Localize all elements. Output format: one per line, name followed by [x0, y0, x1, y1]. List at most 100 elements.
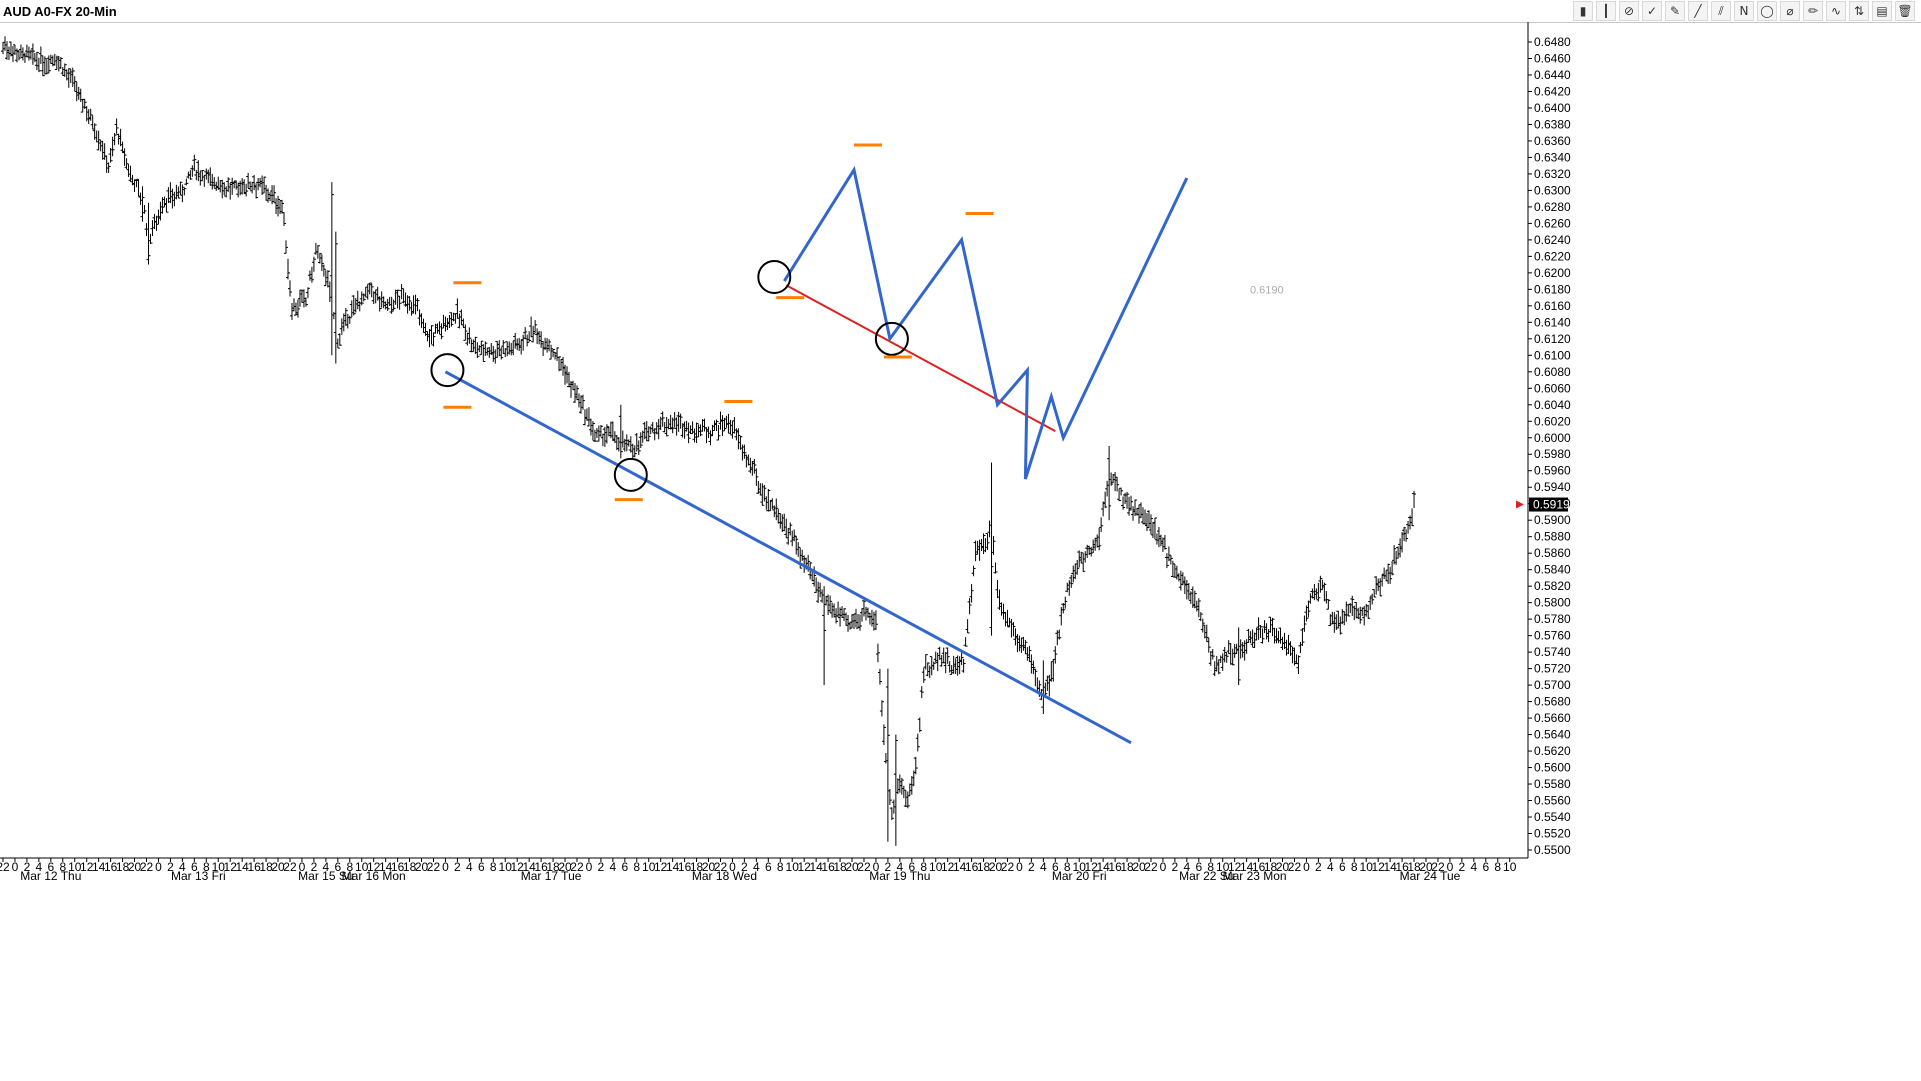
- price-tick-label: 0.6280: [1534, 200, 1571, 214]
- circle-marker[interactable]: [430, 353, 465, 388]
- time-tick-label: 6: [1339, 860, 1346, 874]
- red-trendline[interactable]: [785, 284, 1056, 433]
- price-tick-label: 0.6020: [1534, 414, 1571, 428]
- date-label: Mar 20 Fri: [1052, 869, 1107, 883]
- brush-icon[interactable]: ✎: [1665, 1, 1685, 21]
- fib-icon[interactable]: ⌀: [1780, 1, 1800, 21]
- price-bar: [46, 55, 51, 74]
- price-bar: [758, 483, 763, 496]
- price-bar: [116, 133, 121, 145]
- date-label: Mar 12 Thu: [20, 869, 81, 883]
- price-bar: [443, 316, 448, 332]
- bar-icon[interactable]: ┃: [1596, 1, 1616, 21]
- price-tick-label: 0.5880: [1534, 530, 1571, 544]
- blue-trendline[interactable]: [444, 370, 1132, 745]
- price-bar: [1105, 480, 1110, 497]
- time-tick-label: 4: [1183, 860, 1190, 874]
- price-bar: [90, 115, 95, 130]
- price-bar: [706, 426, 711, 439]
- time-tick-label: 12: [224, 860, 238, 874]
- candles-icon[interactable]: ▮: [1573, 1, 1593, 21]
- price-bar: [730, 420, 735, 439]
- time-tick-label: 22: [570, 860, 584, 874]
- price-bar: [477, 345, 482, 353]
- n-icon[interactable]: N: [1734, 1, 1754, 21]
- price-tick-label: 0.6320: [1534, 167, 1571, 181]
- price-bar: [497, 340, 502, 357]
- circle-marker[interactable]: [874, 321, 909, 356]
- up-down-icon[interactable]: ⇅: [1849, 1, 1869, 21]
- checkmark-icon[interactable]: ✓: [1642, 1, 1662, 21]
- time-tick-label: 16: [391, 860, 405, 874]
- price-bar: [124, 158, 129, 170]
- price-bar: [764, 496, 769, 510]
- price-bar: [1330, 611, 1335, 625]
- time-tick-label: 12: [941, 860, 955, 874]
- time-tick-label: 20: [845, 860, 859, 874]
- price-bar: [852, 613, 857, 630]
- price-bar: [1150, 521, 1155, 538]
- price-bar: [529, 316, 534, 338]
- price-bar: [1236, 627, 1241, 686]
- price-tick-label: 0.6040: [1534, 398, 1571, 412]
- price-bar: [1272, 627, 1277, 644]
- price-bar: [166, 187, 171, 204]
- price-bar: [118, 128, 123, 147]
- price-bar: [1099, 517, 1104, 533]
- price-bar: [838, 607, 843, 627]
- price-bar: [919, 686, 924, 699]
- price-bar: [184, 178, 189, 186]
- time-tick-label: 20: [558, 860, 572, 874]
- line-tool-icon[interactable]: ╱: [1688, 1, 1708, 21]
- price-bar: [1382, 567, 1387, 580]
- zigzag-icon[interactable]: ∿: [1826, 1, 1846, 21]
- price-bar: [736, 428, 741, 450]
- channel-tool-icon[interactable]: ⫽: [1711, 1, 1731, 21]
- price-bar: [686, 422, 691, 444]
- price-bar: [1156, 527, 1161, 548]
- time-tick-label: 20: [1132, 860, 1146, 874]
- price-bar: [331, 311, 336, 320]
- price-bar: [170, 188, 175, 209]
- price-bar: [527, 331, 532, 342]
- blue-projection-path[interactable]: [783, 165, 1189, 480]
- price-bar: [875, 643, 880, 663]
- price-bar: [1021, 636, 1026, 651]
- price-bar: [1067, 580, 1072, 596]
- time-tick-label: 10: [1073, 860, 1087, 874]
- price-bar: [1370, 593, 1375, 605]
- price-bar: [299, 289, 304, 304]
- circle-marker[interactable]: [613, 457, 648, 492]
- price-bar: [660, 411, 665, 427]
- price-bar: [828, 595, 833, 614]
- print-icon[interactable]: ▤: [1872, 1, 1892, 21]
- price-bar: [987, 520, 992, 538]
- price-bar: [596, 425, 601, 442]
- price-bar: [1176, 573, 1181, 582]
- price-bar: [1266, 629, 1271, 643]
- circle-marker[interactable]: [757, 259, 792, 294]
- time-tick-label: 6: [478, 860, 485, 874]
- price-bar: [604, 424, 609, 444]
- price-bar: [656, 418, 661, 440]
- price-bar: [935, 652, 940, 672]
- price-bar: [883, 753, 888, 764]
- price-tick-label: 0.6380: [1534, 117, 1571, 131]
- price-bar: [321, 264, 326, 277]
- time-tick-label: 0: [299, 860, 306, 874]
- price-bar: [1412, 490, 1417, 509]
- ban-icon[interactable]: ⊘: [1619, 1, 1639, 21]
- trash-icon[interactable]: 🗑: [1895, 1, 1915, 21]
- price-bar: [947, 661, 952, 673]
- pencil-icon[interactable]: ✏: [1803, 1, 1823, 21]
- circle-tool-icon[interactable]: ◯: [1757, 1, 1777, 21]
- time-tick-label: 6: [621, 860, 628, 874]
- price-bar: [634, 433, 639, 452]
- price-tick-label: 0.5640: [1534, 728, 1571, 742]
- price-bar: [620, 430, 625, 448]
- last-price-label: 0.5919: [1533, 498, 1570, 512]
- price-bar: [349, 300, 354, 318]
- price-bar: [638, 432, 643, 449]
- price-bar: [411, 295, 416, 314]
